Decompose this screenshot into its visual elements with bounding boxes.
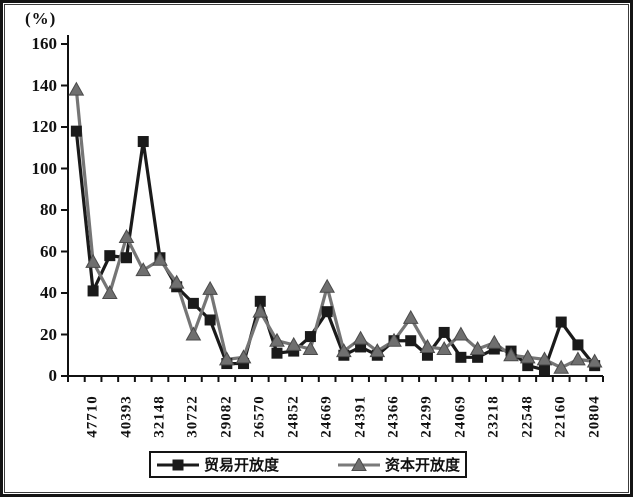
y-axis-tick-label: 20 — [40, 324, 57, 344]
x-axis-tick-label: 23218 — [485, 395, 502, 438]
y-axis-title: (%) — [25, 9, 57, 28]
x-axis-tick-label: 24366 — [385, 395, 402, 438]
x-axis-tick-label: 40393 — [118, 395, 135, 438]
x-axis-tick-label: 24669 — [318, 395, 335, 438]
x-axis-tick-label: 24069 — [452, 395, 469, 438]
square-series-marker-icon — [156, 458, 200, 472]
x-axis-tick-label: 24852 — [285, 395, 302, 438]
x-axis-tick-label: 26570 — [251, 395, 268, 438]
x-axis-tick-label: 24299 — [418, 395, 435, 438]
y-axis-tick-label: 40 — [40, 283, 57, 302]
plot-area — [61, 35, 604, 382]
y-axis-tick-label: 140 — [31, 75, 58, 95]
line-chart: (%) 160 140 120 100 80 60 40 20 0 47710 40393 3214… — [3, 3, 630, 494]
y-axis-tick-label: 120 — [31, 117, 58, 136]
x-axis-tick-label: 24391 — [352, 395, 369, 438]
x-axis-tick-label: 30722 — [184, 395, 201, 438]
y-axis-tick-label: 60 — [40, 241, 57, 261]
x-axis-tick-label: 47710 — [84, 395, 101, 438]
x-axis-tick-label: 32148 — [151, 395, 168, 438]
y-axis-tick-label: 160 — [31, 34, 58, 53]
legend-item-trade-openness: 贸易开放度 — [156, 454, 279, 475]
x-axis-tick-label: 20804 — [586, 395, 603, 438]
triangle-series-marker-icon — [337, 456, 381, 472]
y-axis-tick-label: 0 — [48, 366, 58, 385]
y-axis-tick-label: 80 — [40, 200, 57, 219]
legend-item-capital-openness: 资本开放度 — [337, 454, 460, 475]
legend-label-trade-openness: 贸易开放度 — [203, 457, 279, 474]
y-axis-tick-label: 100 — [31, 158, 58, 178]
legend-label-capital-openness: 资本开放度 — [385, 457, 461, 474]
x-axis-tick-label: 22548 — [519, 395, 536, 438]
x-axis-tick-label: 29082 — [218, 395, 235, 438]
x-axis-tick-label: 22160 — [552, 395, 569, 438]
legend: 贸易开放度 资本开放度 — [149, 451, 467, 478]
